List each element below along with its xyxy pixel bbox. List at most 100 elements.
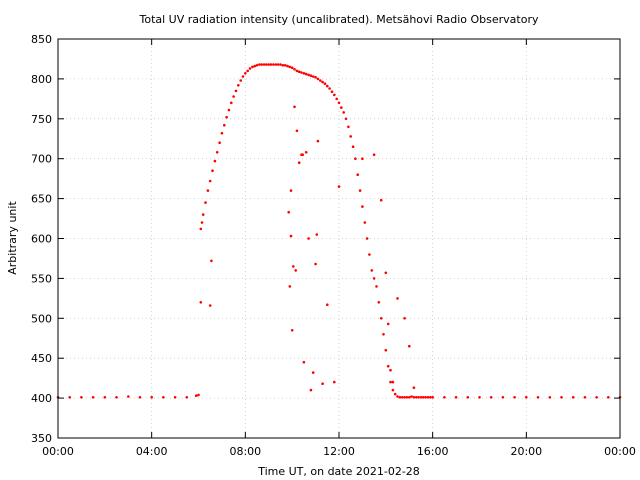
data-point: [267, 63, 271, 66]
data-point: [302, 72, 306, 75]
data-point: [384, 348, 388, 352]
chart-title: Total UV radiation intensity (uncalibrat…: [139, 13, 539, 26]
data-point: [408, 396, 411, 399]
y-tick-label: 600: [31, 233, 52, 246]
data-point: [309, 74, 313, 77]
x-axis-label: Time UT, on date 2021-02-28: [257, 465, 420, 478]
data-point: [337, 101, 341, 105]
x-tick-label: 20:00: [510, 445, 542, 458]
x-tick-label: 12:00: [323, 445, 355, 458]
data-point: [419, 396, 423, 399]
data-point: [115, 396, 118, 399]
data-point: [403, 317, 406, 320]
data-point: [218, 141, 221, 144]
data-point: [429, 396, 432, 399]
data-point: [253, 64, 256, 68]
data-point: [333, 380, 336, 384]
data-point: [213, 159, 217, 163]
y-tick-label: 450: [31, 352, 52, 365]
data-point: [396, 395, 399, 398]
data-point: [372, 153, 376, 156]
data-point: [316, 139, 320, 143]
data-point: [335, 97, 339, 101]
data-point: [301, 153, 305, 156]
data-point: [361, 157, 364, 160]
data-point: [351, 145, 355, 148]
data-point: [315, 233, 319, 236]
y-tick-label: 750: [31, 113, 52, 126]
data-point: [344, 117, 348, 121]
data-point: [314, 262, 317, 266]
data-point: [583, 396, 587, 399]
data-point: [368, 253, 371, 256]
data-point: [408, 344, 411, 348]
y-tick-label: 700: [31, 153, 52, 166]
data-point: [607, 396, 610, 399]
data-point: [304, 151, 308, 154]
data-point: [208, 179, 212, 183]
data-point: [295, 129, 299, 133]
x-tick-label: 00:00: [42, 445, 74, 458]
data-point: [326, 84, 329, 88]
data-point: [426, 396, 430, 399]
gridlines: [58, 39, 620, 438]
data-point: [289, 189, 293, 192]
data-point: [246, 69, 249, 73]
data-point: [321, 80, 324, 84]
data-point: [400, 396, 404, 399]
data-point: [328, 87, 331, 90]
data-point: [302, 360, 306, 364]
data-point: [265, 63, 268, 66]
data-point: [304, 72, 308, 76]
y-tick-label: 850: [31, 33, 52, 46]
data-point: [211, 169, 214, 172]
data-point: [375, 285, 378, 288]
data-point: [248, 67, 252, 70]
data-point: [354, 157, 357, 160]
data-point: [258, 63, 261, 66]
x-tick-label: 00:00: [604, 445, 636, 458]
data-point: [215, 151, 219, 154]
data-point: [286, 64, 289, 68]
data-point: [230, 101, 233, 105]
data-point: [262, 63, 266, 66]
data-point: [412, 386, 416, 390]
data-point: [398, 396, 402, 399]
data-point: [293, 68, 296, 71]
data-point: [478, 396, 481, 399]
data-point: [489, 396, 493, 399]
data-point: [297, 161, 301, 164]
data-point: [309, 388, 313, 392]
y-tick-label: 800: [31, 73, 52, 86]
data-point: [323, 82, 327, 85]
data-point: [208, 304, 212, 307]
data-point: [194, 394, 198, 398]
data-point: [379, 198, 383, 202]
data-point: [138, 396, 142, 399]
data-point: [422, 396, 425, 399]
y-tick-label: 550: [31, 272, 52, 285]
data-point: [162, 396, 165, 399]
data-point: [281, 64, 285, 67]
x-tick-label: 04:00: [136, 445, 168, 458]
data-point: [410, 395, 413, 398]
data-point: [220, 131, 224, 135]
data-point: [337, 185, 341, 188]
data-point: [405, 396, 409, 399]
data-point: [424, 396, 427, 399]
data-point: [386, 364, 390, 368]
data-point: [342, 111, 346, 114]
data-point: [199, 227, 203, 231]
y-tick-label: 650: [31, 193, 52, 206]
data-point: [431, 396, 435, 399]
data-point: [358, 189, 362, 192]
y-tick-label: 500: [31, 312, 52, 325]
data-point: [501, 396, 505, 399]
data-point: [251, 65, 254, 69]
data-point: [288, 65, 292, 69]
data-point: [386, 322, 390, 326]
data-point: [595, 396, 598, 399]
data-point: [396, 297, 399, 300]
data-point: [80, 396, 83, 399]
data-point: [536, 396, 540, 399]
